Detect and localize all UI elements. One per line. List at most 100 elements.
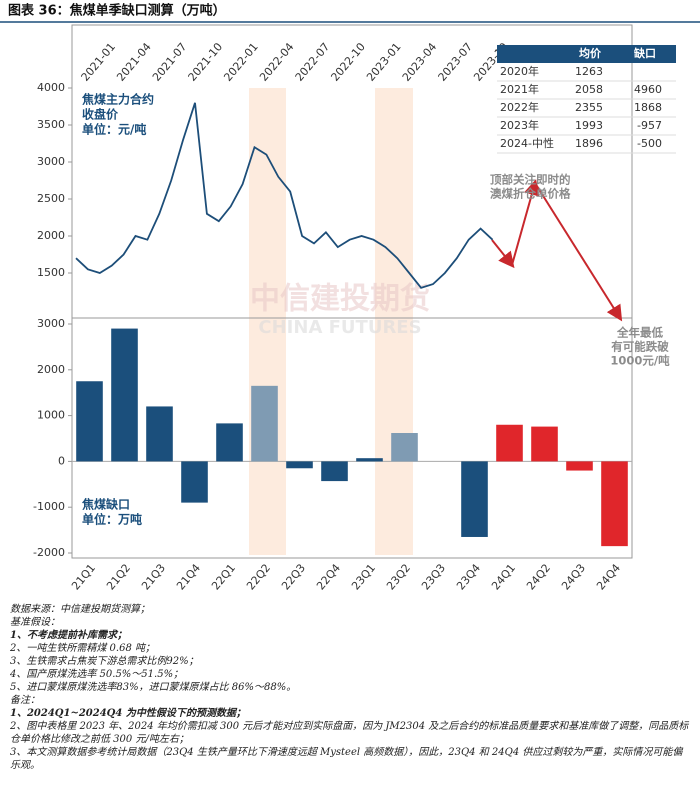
bar (566, 461, 593, 471)
bar (76, 381, 103, 462)
note: 备注： (10, 695, 40, 706)
x-tick-label: 2021-01 (79, 40, 119, 84)
panel-label: 单位：万吨 (82, 512, 142, 527)
panel-label: 焦煤缺口 (81, 497, 130, 512)
bar (321, 461, 348, 482)
price-line (75, 102, 494, 289)
y-tick-label: 2000 (37, 229, 65, 242)
x-tick-label: 23Q1 (349, 562, 378, 593)
table-cell: 2023年 (500, 118, 539, 132)
x-tick-label: 24Q3 (559, 562, 588, 593)
forecast-arrow (511, 179, 540, 266)
y-tick-label: 1000 (37, 409, 65, 422)
x-tick-label: 22Q3 (279, 562, 308, 593)
bar (461, 461, 488, 537)
bar (601, 461, 628, 547)
bar (251, 385, 278, 462)
bar (531, 426, 558, 462)
watermark: CHINA FUTURES (258, 317, 421, 338)
x-tick-label: 2022-01 (221, 40, 261, 84)
note: 1、不考虑提前补库需求； (10, 630, 127, 641)
panel-label: 焦煤主力合约 (81, 92, 154, 107)
panel-label: 单位：元/吨 (82, 122, 146, 137)
table-cell: 2022年 (500, 100, 539, 114)
x-tick-label: 21Q2 (104, 562, 133, 593)
x-tick-label: 22Q4 (314, 562, 343, 593)
table-cell: -500 (637, 137, 662, 150)
table-cell: 2058 (575, 83, 603, 96)
x-tick-label: 2021-04 (114, 40, 154, 84)
annotation: 1000元/吨 (610, 354, 670, 368)
annotation: 全年最低 (616, 326, 663, 340)
annotation: 有可能跌破 (611, 340, 669, 354)
frame (71, 24, 633, 559)
x-tick-label: 22Q2 (244, 562, 273, 593)
x-tick-label: 23Q4 (454, 562, 483, 593)
forecast-arrow (534, 182, 623, 322)
chart-title: 图表 36：焦煤单季缺口测算（万吨） (8, 3, 226, 19)
table-cell: 2355 (575, 101, 603, 114)
y-tick-label: -1000 (33, 500, 65, 513)
bar (391, 433, 418, 462)
watermark: 中信建投期货 (250, 282, 430, 317)
x-tick-label: 2022-10 (328, 40, 368, 84)
table-cell: 1993 (575, 119, 603, 132)
note: 基准假设： (10, 617, 60, 628)
note: 5、进口蒙煤原煤洗选率83%，进口蒙煤原煤占比 86%～88%。 (10, 682, 297, 693)
table-cell: 2021年 (500, 82, 539, 96)
x-tick-label: 23Q2 (384, 562, 413, 593)
panel-label: 收盘价 (82, 107, 119, 122)
forecast-arrow (491, 239, 515, 269)
table-header: 缺口 (633, 46, 656, 60)
x-tick-label: 21Q3 (139, 562, 168, 593)
y-tick-label: 4000 (37, 81, 65, 94)
x-tick-label: 24Q2 (524, 562, 553, 593)
table-cell: 4960 (634, 83, 662, 96)
x-tick-label: 2023-07 (436, 40, 476, 84)
table-cell: 2020年 (500, 64, 539, 78)
annotation: 顶部关注即时的 (490, 173, 571, 187)
bar (216, 423, 243, 462)
table-header: 均价 (579, 46, 602, 60)
notes: 数据来源：中信建投期货测算； 基准假设： 1、不考虑提前补库需求； 2、一吨生铁所需精… (10, 603, 690, 772)
chart: 图表 36：焦煤单季缺口测算（万吨） 中信建投期货 CHINA FUTURES … (0, 3, 700, 593)
y-tick-label: 3000 (37, 317, 65, 330)
table-header-bg (497, 45, 676, 63)
y-tick-label: 0 (58, 454, 65, 467)
bar (286, 461, 313, 469)
x-tick-label: 23Q3 (419, 562, 448, 593)
y-tick-label: 3500 (37, 118, 65, 131)
note: 3、生铁需求占焦炭下游总需求比例92%； (10, 656, 199, 667)
note: 2、图中表格里 2023 年、2024 年均价需扣减 300 元后才能对应到实际… (10, 721, 689, 745)
x-tick-label: 2022-07 (293, 40, 333, 84)
table-cell: 1263 (575, 65, 603, 78)
y-tick-label: 2000 (37, 363, 65, 376)
highlight-band (249, 88, 286, 555)
x-tick-label: 2022-04 (257, 40, 297, 84)
y-tick-label: -2000 (33, 546, 65, 559)
bar (111, 328, 138, 462)
x-tick-label: 2021-10 (186, 40, 226, 84)
y-tick-label: 3000 (37, 155, 65, 168)
x-tick-label: 2023-04 (400, 40, 440, 84)
x-tick-label: 21Q4 (174, 562, 203, 593)
note: 4、国产原煤洗选率 50.5%～51.5%； (10, 669, 184, 680)
x-tick-label: 2023-01 (364, 40, 404, 84)
note: 1、2024Q1~2024Q4 为中性假设下的预测数据； (10, 708, 246, 719)
x-tick-label: 24Q1 (489, 562, 518, 593)
bar (146, 406, 173, 462)
annotation: 澳煤折仓单价格 (490, 187, 571, 201)
x-tick-label: 24Q4 (594, 562, 623, 593)
note: 2、一吨生铁所需精煤 0.68 吨； (10, 643, 155, 654)
note: 3、本文测算数据参考统计局数据（23Q4 生铁产量环比下滑速度远超 Mystee… (10, 747, 683, 771)
y-tick-label: 1500 (37, 266, 65, 279)
highlight-band (375, 88, 413, 555)
x-tick-label: 22Q1 (209, 562, 238, 593)
note: 数据来源：中信建投期货测算； (10, 604, 150, 615)
y-tick-label: 2500 (37, 192, 65, 205)
table-cell: 1896 (575, 137, 603, 150)
table-cell: 2024-中性 (500, 136, 554, 150)
x-tick-label: 21Q1 (69, 562, 98, 593)
bar (496, 424, 523, 462)
